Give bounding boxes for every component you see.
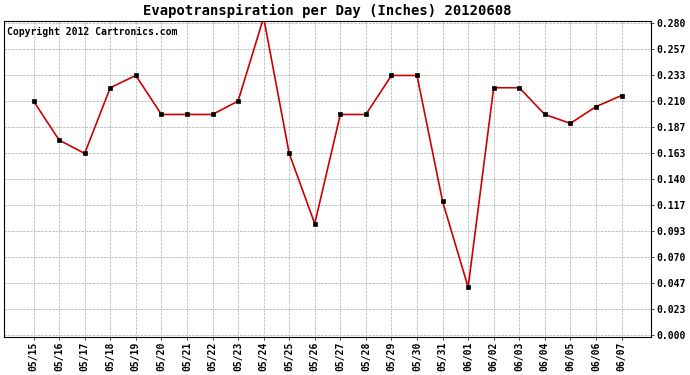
- Text: Copyright 2012 Cartronics.com: Copyright 2012 Cartronics.com: [8, 27, 178, 37]
- Title: Evapotranspiration per Day (Inches) 20120608: Evapotranspiration per Day (Inches) 2012…: [144, 4, 512, 18]
